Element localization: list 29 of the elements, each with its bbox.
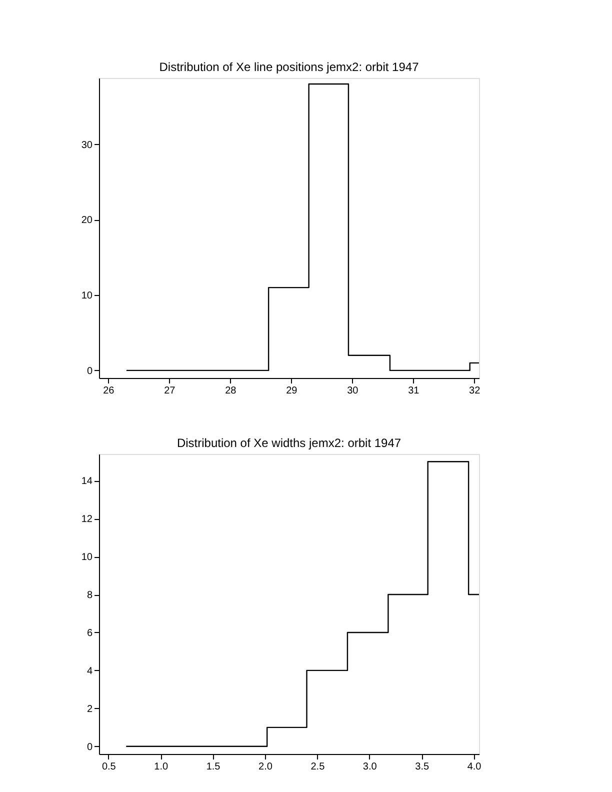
x-tick-label: 26 [103, 386, 115, 396]
y-tick-label: 14 [81, 476, 93, 488]
y-tick-label: 12 [81, 514, 93, 526]
y-tick-label: 4 [86, 666, 93, 677]
x-tick-label: 28 [225, 386, 237, 396]
y-tick-label: 10 [81, 290, 93, 302]
x-tick-label: 30 [347, 386, 359, 396]
x-tick-label: 31 [408, 386, 420, 396]
chart-title: Distribution of Xe line positions jemx2: orbit 1947 [159, 60, 420, 74]
y-tick-label: 0 [86, 742, 93, 753]
chart-title: Distribution of Xe widths jemx2: orbit 1947 [176, 436, 402, 450]
x-tick-label: 2.5 [310, 762, 326, 772]
y-tick-label: 8 [86, 590, 93, 602]
y-tick-label: 2 [86, 704, 93, 715]
x-tick-label: 1.5 [206, 762, 221, 772]
x-tick-label: 2.0 [258, 762, 273, 772]
x-tick-label: 4.0 [467, 762, 482, 772]
y-tick-label: 20 [81, 215, 93, 226]
y-tick-label: 30 [81, 140, 93, 151]
x-tick-label: 27 [164, 386, 176, 396]
y-tick-label: 6 [86, 628, 93, 639]
x-tick-label: 32 [469, 386, 481, 396]
x-tick-label: 1.0 [154, 762, 168, 772]
x-tick-label: 29 [286, 386, 298, 396]
y-tick-label: 10 [81, 552, 93, 564]
x-tick-label: 3.0 [362, 762, 378, 772]
x-tick-label: 3.5 [415, 762, 430, 772]
x-tick-label: 0.5 [102, 762, 116, 772]
y-tick-label: 0 [86, 366, 93, 377]
